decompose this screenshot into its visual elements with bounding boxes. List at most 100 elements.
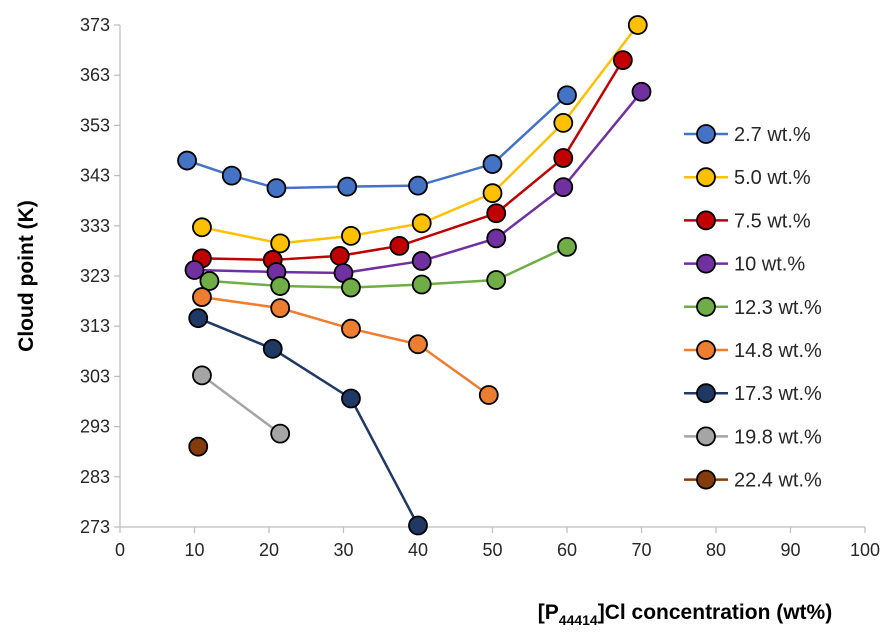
x-tick-label: 60 [557, 540, 577, 560]
legend-label: 22.4 wt.% [734, 470, 822, 492]
data-point [199, 271, 220, 291]
data-point [408, 175, 428, 196]
data-point [411, 274, 432, 295]
data-point [553, 148, 574, 168]
x-tick-label: 90 [780, 540, 800, 560]
x-tick-label: 20 [259, 540, 279, 560]
legend-item: 19.8 wt.% [684, 426, 822, 448]
data-point [329, 246, 350, 266]
y-tick-label: 293 [80, 417, 110, 437]
y-tick-label: 323 [80, 266, 110, 286]
series-17-3-wt [188, 308, 428, 536]
data-point [341, 318, 361, 339]
legend-label: 10 wt.% [734, 254, 805, 276]
legend-label: 2.7 wt.% [734, 124, 811, 146]
series-22-4-wt [188, 436, 209, 457]
data-point [486, 270, 507, 290]
y-axis-title: Cloud point (K) [15, 200, 38, 352]
data-point [612, 50, 633, 71]
series-7-5-wt [192, 50, 633, 270]
x-tick-label: 80 [706, 540, 726, 560]
legend-marker [696, 383, 716, 404]
y-tick-label: 303 [80, 366, 110, 386]
data-point [192, 287, 212, 307]
series-line [197, 317, 420, 527]
legend-label: 12.3 wt.% [734, 297, 822, 319]
data-point [192, 365, 212, 386]
legend-label: 19.8 wt.% [734, 426, 822, 448]
data-point [411, 251, 432, 271]
legend-item: 22.4 wt.% [684, 470, 822, 492]
data-point [341, 388, 361, 409]
y-tick-label: 273 [80, 517, 110, 537]
legend-marker [696, 296, 716, 317]
legend-marker [696, 253, 716, 274]
x-tick-label: 10 [184, 540, 204, 560]
y-tick-label: 373 [80, 15, 110, 35]
data-point [270, 276, 291, 296]
data-point [631, 81, 652, 102]
data-point [486, 228, 507, 249]
data-point [221, 165, 242, 186]
x-tick-label: 70 [631, 540, 651, 560]
x-axis-title-subscript: 44414 [559, 612, 598, 628]
data-point [188, 436, 209, 457]
y-tick-label: 313 [80, 316, 110, 336]
data-point [389, 235, 410, 256]
legend-marker [696, 340, 716, 360]
legend-item: 7.5 wt.% [684, 210, 811, 232]
data-point [411, 213, 432, 234]
legend-item: 5.0 wt.% [684, 167, 811, 189]
legend-item: 14.8 wt.% [684, 340, 822, 362]
data-point [408, 515, 428, 536]
data-point [408, 334, 428, 355]
data-point [270, 423, 291, 444]
legend-item: 10 wt.% [684, 254, 805, 276]
series-line [201, 374, 281, 435]
x-tick-label: 50 [482, 540, 502, 560]
legend: 2.7 wt.% 5.0 wt.% 7.5 wt.% 10 wt.% 12.3 wt.%… [684, 124, 822, 492]
data-point [188, 308, 209, 329]
data-point [184, 260, 205, 280]
data-point [486, 203, 507, 224]
series-19-8-wt [192, 365, 291, 444]
x-tick-label: 100 [850, 540, 880, 560]
legend-label: 17.3 wt.% [734, 383, 822, 405]
series-5-0-wt [192, 15, 648, 254]
legend-marker [696, 426, 716, 447]
data-point [192, 217, 212, 238]
data-point [482, 154, 503, 174]
legend-marker [696, 167, 716, 188]
x-tick-label: 40 [408, 540, 428, 560]
data-point [270, 298, 291, 319]
y-tick-label: 283 [80, 467, 110, 487]
series-line [201, 24, 639, 245]
data-point [557, 236, 577, 257]
data-point [337, 176, 358, 197]
legend-item: 17.3 wt.% [684, 383, 822, 405]
data-point [553, 112, 574, 133]
axes: 273 283 293 303 313 323 333 343 353 363 373 0 10 20 30… [80, 15, 880, 560]
legend-label: 5.0 wt.% [734, 167, 811, 189]
data-point [341, 277, 361, 298]
legend-marker [696, 124, 716, 144]
y-tick-label: 363 [80, 65, 110, 85]
data-point [270, 233, 291, 254]
y-tick-label: 333 [80, 216, 110, 236]
series-layer [177, 15, 652, 536]
legend-marker [696, 469, 716, 490]
x-tick-label: 30 [333, 540, 353, 560]
legend-label: 7.5 wt.% [734, 210, 811, 232]
legend-item: 12.3 wt.% [684, 297, 822, 319]
legend-label: 14.8 wt.% [734, 340, 822, 362]
series-14-8-wt [192, 287, 499, 405]
data-point [341, 225, 361, 246]
data-point [553, 177, 574, 198]
legend-item: 2.7 wt.% [684, 124, 811, 146]
data-point [627, 15, 648, 35]
series-line [201, 295, 490, 396]
series-line [209, 245, 568, 289]
x-axis-title-rest: ]Cl concentration (wt%) [598, 601, 833, 624]
data-point [482, 183, 503, 204]
